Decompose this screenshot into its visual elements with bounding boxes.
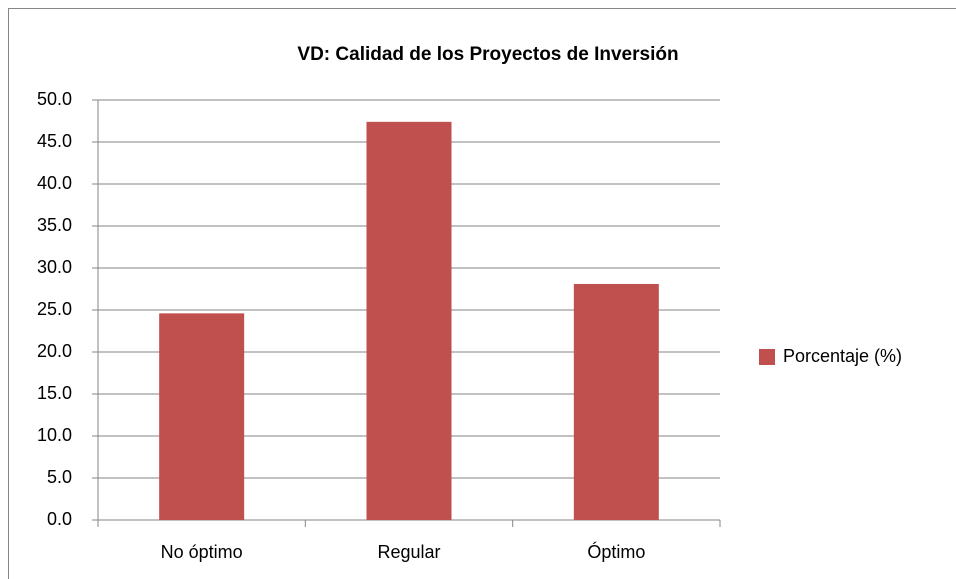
y-tick-label: 25.0 (37, 299, 72, 319)
legend-swatch (759, 349, 775, 365)
chart-border (8, 8, 956, 579)
y-tick-label: 10.0 (37, 425, 72, 445)
y-tick-label: 15.0 (37, 383, 72, 403)
y-tick-label: 20.0 (37, 341, 72, 361)
bar (366, 121, 452, 520)
chart-title: VD: Calidad de los Proyectos de Inversió… (297, 44, 678, 65)
y-tick-label: 40.0 (37, 173, 72, 193)
y-tick-label: 35.0 (37, 215, 72, 235)
x-tick-label: Regular (377, 542, 440, 562)
y-tick-label: 30.0 (37, 257, 72, 277)
y-tick-label: 5.0 (47, 467, 72, 487)
bar (573, 283, 659, 520)
y-tick-label: 45.0 (37, 131, 72, 151)
legend-label: Porcentaje (%) (783, 346, 902, 366)
y-tick-label: 0.0 (47, 509, 72, 529)
x-tick-label: Óptimo (587, 541, 645, 562)
y-tick-label: 50.0 (37, 89, 72, 109)
x-tick-label: No óptimo (161, 542, 243, 562)
bar (159, 313, 245, 520)
